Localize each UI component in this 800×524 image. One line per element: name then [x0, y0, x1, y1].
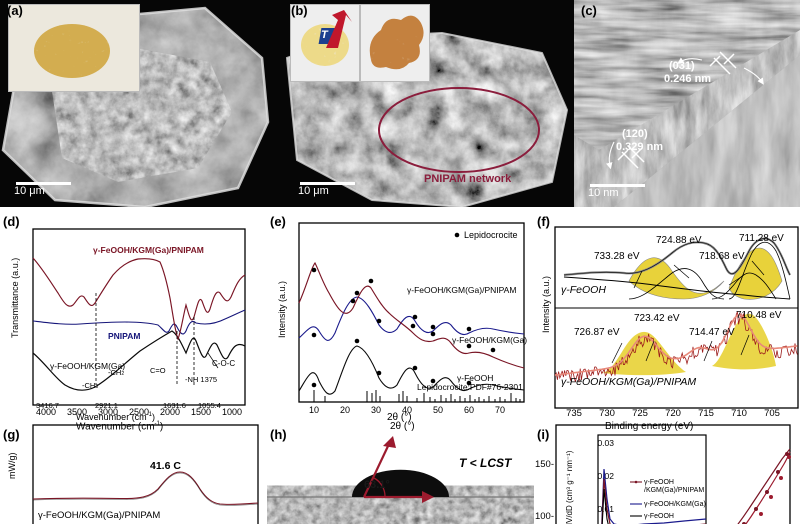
svg-text:Lepidocrocite:PDF#76-2301: Lepidocrocite:PDF#76-2301 [417, 382, 523, 392]
svg-text:150-: 150- [535, 459, 554, 470]
svg-text:730: 730 [599, 408, 615, 419]
svg-text:715: 715 [698, 408, 714, 419]
svg-text:723.42 eV: 723.42 eV [634, 313, 680, 324]
svg-text:724.88 eV: 724.88 eV [656, 235, 702, 246]
svg-text:PNIPAM network: PNIPAM network [424, 173, 512, 185]
svg-text:γ-FeOOH: γ-FeOOH [644, 513, 674, 520]
svg-text:725: 725 [632, 408, 648, 419]
svg-text:1000: 1000 [222, 407, 242, 417]
svg-text:30: 30 [371, 405, 381, 415]
svg-text:γ-FeOOH: γ-FeOOH [644, 479, 674, 486]
svg-text:714.47 eV: 714.47 eV [689, 327, 735, 338]
svg-text:710.48 eV: 710.48 eV [736, 310, 782, 321]
svg-text:718.68 eV: 718.68 eV [699, 251, 745, 262]
svg-text:735: 735 [566, 408, 582, 419]
svg-text:710: 710 [731, 408, 747, 419]
svg-text:50: 50 [433, 405, 443, 415]
svg-text:dV/dD (cm³ g⁻¹ nm⁻¹): dV/dD (cm³ g⁻¹ nm⁻¹) [565, 450, 574, 524]
svg-text:60: 60 [464, 405, 474, 415]
svg-text:γ-FeOOH/KGM(Ga): γ-FeOOH/KGM(Ga) [452, 335, 527, 345]
svg-text:711.28 eV: 711.28 eV [739, 233, 784, 244]
svg-text:705: 705 [764, 408, 780, 419]
svg-text:γ-FeOOH: γ-FeOOH [561, 284, 606, 296]
svg-text:γ-FeOOH/KGM(Ga): γ-FeOOH/KGM(Ga) [644, 501, 706, 508]
svg-text:γ-FeOOH/KGM(Ga)/PNIPAM: γ-FeOOH/KGM(Ga)/PNIPAM [407, 285, 516, 295]
svg-text:/KGM(Ga)/PNIPAM: /KGM(Ga)/PNIPAM [644, 487, 704, 494]
svg-text:20: 20 [340, 405, 350, 415]
svg-text:70: 70 [495, 405, 505, 415]
svg-text:726.87 eV: 726.87 eV [574, 327, 620, 338]
svg-text:10: 10 [309, 405, 319, 415]
svg-text:733.28 eV: 733.28 eV [594, 251, 640, 262]
svg-text:0.02: 0.02 [597, 471, 614, 481]
svg-text:100-: 100- [535, 511, 554, 522]
svg-text:Lepidocrocite: Lepidocrocite [464, 230, 518, 240]
svg-text:0.03: 0.03 [597, 438, 614, 448]
svg-text:720: 720 [665, 408, 681, 419]
svg-text:γ-FeOOH/KGM(Ga)/PNIPAM: γ-FeOOH/KGM(Ga)/PNIPAM [561, 376, 696, 388]
